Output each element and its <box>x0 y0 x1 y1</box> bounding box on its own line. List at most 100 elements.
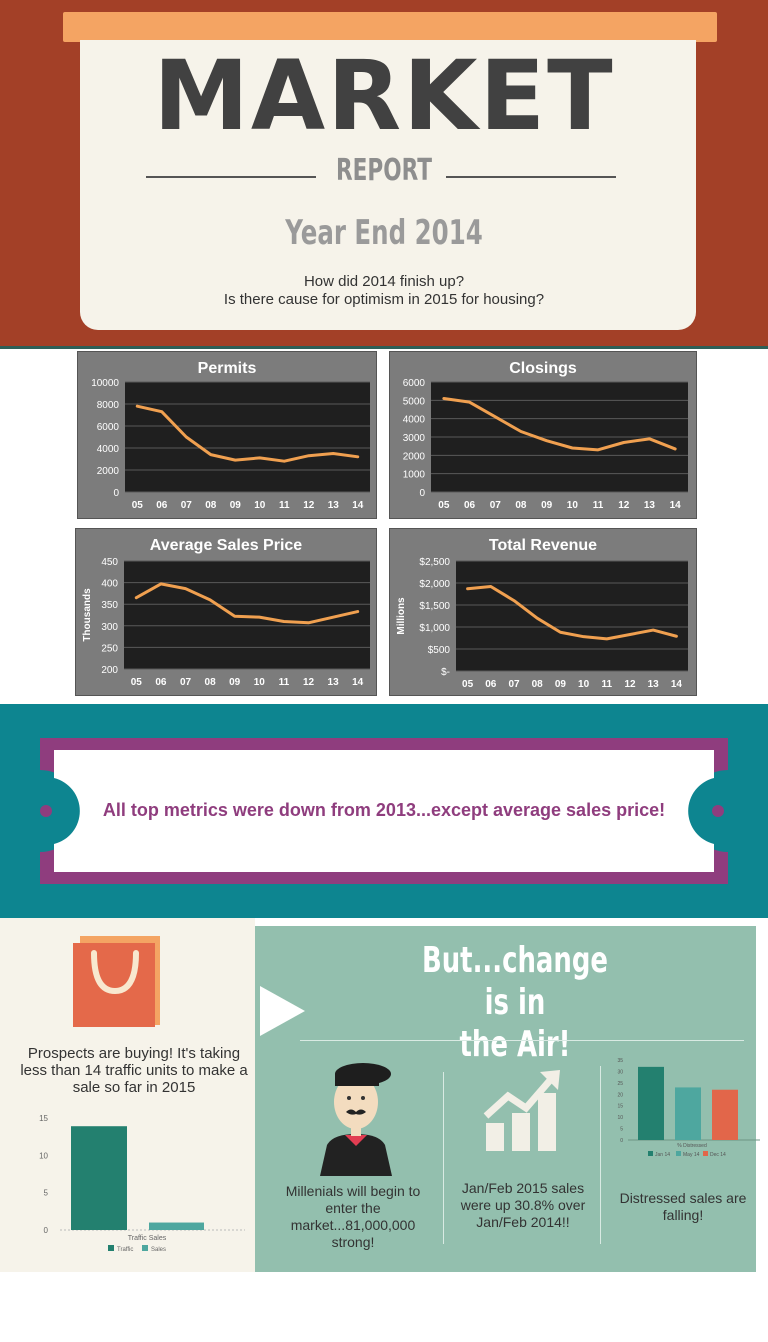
legend-label: Sales <box>151 1247 166 1253</box>
bar-sales <box>149 1222 204 1230</box>
x-tick-label: 07 <box>490 500 502 511</box>
x-tick-label: 06 <box>156 500 168 511</box>
x-tick-label: 08 <box>205 677 217 688</box>
chart-title: Average Sales Price <box>150 537 303 554</box>
y-tick-label: 2000 <box>97 466 120 477</box>
chart-title: Permits <box>198 360 257 377</box>
y-tick-label: 1000 <box>403 470 426 481</box>
bar-may-14 <box>675 1087 701 1140</box>
legend-label: Traffic <box>117 1247 133 1253</box>
column-divider-1 <box>443 1072 444 1244</box>
change-title-line-1: But...change is in <box>421 940 609 1023</box>
x-tick-label: 11 <box>602 679 613 690</box>
x-tick-label: 12 <box>618 500 630 511</box>
permits-chart-panel: Permits 0 2000 4000 6000 8000 10000 05 06 07 08 09 1… <box>77 351 377 519</box>
y-tick-label: $500 <box>428 645 451 656</box>
y-tick-label: 0 <box>419 488 425 499</box>
y-tick-label: 25 <box>617 1081 623 1087</box>
bar-dec-14 <box>712 1089 738 1140</box>
series-line <box>442 397 677 452</box>
y-tick-label: 8000 <box>97 400 120 411</box>
x-tick-label: 14 <box>671 679 683 690</box>
intro-question-1: How did 2014 finish up? <box>303 273 465 290</box>
x-tick-label: 05 <box>438 500 450 511</box>
x-tick-label: 07 <box>508 679 520 690</box>
x-tick-label: 09 <box>555 679 567 690</box>
closings-chart: Closings 0 1000 2000 3000 4000 5000 6000 05 06 07 0… <box>403 360 688 511</box>
y-tick-label: 350 <box>101 600 118 611</box>
x-tick-label: 08 <box>205 500 217 511</box>
page-title: MARKET <box>153 40 615 152</box>
y-tick-label: 0 <box>44 1226 49 1235</box>
distressed-text: Distressed sales are falling! <box>619 1190 747 1223</box>
x-tick-label: 12 <box>624 679 636 690</box>
y-tick-label: $2,500 <box>419 557 450 568</box>
change-title-line-2: the Air! <box>459 1024 571 1065</box>
title-rule-right <box>446 176 616 178</box>
y-tick-label: $1,500 <box>419 601 450 612</box>
report-year: Year End 2014 <box>285 213 483 253</box>
y-tick-label: 0 <box>620 1138 623 1144</box>
legend-swatch <box>142 1245 148 1251</box>
legend-label: May 14 <box>683 1152 700 1158</box>
chart-title: Closings <box>509 360 577 377</box>
shopping-bag-icon <box>73 936 160 1027</box>
y-tick-label: 2000 <box>403 451 426 462</box>
y-tick-label: 30 <box>617 1069 623 1075</box>
bar-traffic <box>71 1126 127 1230</box>
prospects-text: Prospects are buying! It's taking less t… <box>20 1045 248 1096</box>
y-tick-label: 20 <box>617 1092 623 1098</box>
x-tick-label: 06 <box>485 679 497 690</box>
series-line <box>466 585 678 641</box>
x-tick-label: 07 <box>180 677 192 688</box>
header-divider <box>0 346 768 349</box>
x-tick-label: 05 <box>132 500 144 511</box>
x-tick-label: 10 <box>254 500 266 511</box>
y-tick-label: 6000 <box>97 422 120 433</box>
y-tick-label: $2,000 <box>419 579 450 590</box>
legend-swatch <box>648 1151 653 1156</box>
x-tick-label: 10 <box>254 677 266 688</box>
plot-area <box>125 382 370 492</box>
x-tick-label: 13 <box>328 677 340 688</box>
traffic-sales-chart: 0 5 10 15 Traffic Sales Traffic Sales <box>39 1114 245 1253</box>
y-tick-label: 5 <box>620 1127 623 1133</box>
y-tick-label: 0 <box>113 488 119 499</box>
average-sales-price-chart-panel: Average Sales Price 200 250 300 350 400 450 05 0… <box>75 528 377 696</box>
x-tick-label: 10 <box>578 679 590 690</box>
header-tab-strip <box>63 12 717 42</box>
legend-label: Dec 14 <box>710 1152 726 1158</box>
total-revenue-chart: Total Revenue $- $500 $1,000 $1,500 $2,000 $2,… <box>396 537 688 690</box>
y-tick-label: 250 <box>101 643 118 654</box>
series-line <box>135 404 360 463</box>
chart-title: Total Revenue <box>489 537 597 554</box>
callout-frame <box>40 738 728 884</box>
x-tick-label: 14 <box>352 500 364 511</box>
x-tick-label: % Distressed <box>677 1143 707 1149</box>
y-tick-label: 450 <box>101 557 118 568</box>
change-title: But...change is in the Air! <box>418 940 612 1066</box>
y-tick-label: 3000 <box>403 433 426 444</box>
legend-label: Jan 14 <box>655 1152 670 1158</box>
y-tick-label: 15 <box>39 1114 48 1123</box>
x-tick-label: 13 <box>644 500 656 511</box>
y-axis-label: Thousands <box>82 588 93 642</box>
series-line <box>134 582 360 625</box>
legend-swatch <box>108 1245 114 1251</box>
y-tick-label: 6000 <box>403 378 426 389</box>
x-tick-label: 08 <box>515 500 527 511</box>
permits-chart: Permits 0 2000 4000 6000 8000 10000 05 06 07 08 09 1… <box>91 360 370 511</box>
y-tick-label: 4000 <box>403 415 426 426</box>
x-tick-label: 11 <box>593 500 604 511</box>
x-tick-label: 14 <box>670 500 682 511</box>
x-tick-label: 08 <box>532 679 544 690</box>
x-tick-label: 06 <box>155 677 167 688</box>
x-tick-label: 05 <box>131 677 143 688</box>
x-tick-label: 13 <box>648 679 660 690</box>
sales-growth-text: Jan/Feb 2015 sales were up 30.8% over Ja… <box>460 1180 586 1230</box>
x-tick-label: 09 <box>229 677 241 688</box>
x-tick-label: 11 <box>279 500 290 511</box>
callout-text: All top metrics were down from 2013...ex… <box>102 800 666 820</box>
closings-chart-panel: Closings 0 1000 2000 3000 4000 5000 6000 05 06 07 0… <box>389 351 697 519</box>
bar-jan-14 <box>638 1066 664 1140</box>
